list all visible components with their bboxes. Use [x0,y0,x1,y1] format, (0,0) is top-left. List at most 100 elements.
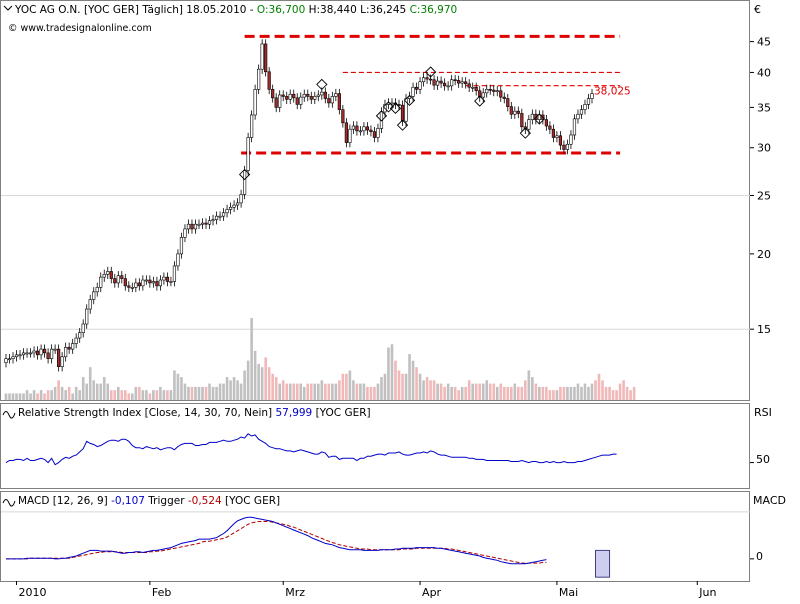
volume-bar [499,383,503,400]
candle-body [316,94,320,97]
candle-body [211,219,215,222]
volume-bar [239,383,243,400]
candle-body [474,86,478,92]
candle-body [218,215,222,218]
volume-bar [292,383,296,400]
pivot-marker [316,78,328,91]
svg-text:MACD [12, 26, 9] -0,107 Trigge: MACD [12, 26, 9] -0,107 Trigger -0,524 [… [18,495,280,507]
candle-body [4,358,8,363]
candle-body [590,93,594,99]
volume-bar [559,386,562,400]
candle-body [348,128,352,143]
volume-bar [562,386,566,400]
volume-bar [618,383,622,400]
volume-bar [485,380,489,400]
volume-bar [29,393,32,400]
volume-bar [218,383,222,400]
candle-body [137,282,141,287]
candle-body [520,113,524,128]
volume-bar [580,386,583,400]
pivot-marker [238,168,251,181]
pivot-marker [403,94,416,107]
candle-body [460,81,464,84]
candle-body [53,348,57,351]
candle-body [267,71,271,90]
volume-bar [380,377,383,400]
volume-bar [281,380,285,400]
candle-body [478,90,482,98]
pivot-marker [375,110,388,122]
volume-bar [355,383,359,400]
price-tick-label: 30 [757,142,771,155]
collapse-icon[interactable] [3,5,13,11]
volume-bar [415,367,418,400]
candle-body [144,279,148,282]
volume-bar [22,393,25,400]
volume-bar [15,393,18,400]
candle-body [95,287,99,293]
volume-bar [548,390,552,400]
candle-body [99,276,103,288]
open-value: O:36,700 [257,4,305,16]
candle-body [228,206,233,210]
candle-body [120,275,124,279]
svg-text:Relative Strength Index [Close: Relative Strength Index [Close, 14, 30, … [18,407,371,419]
candle-body [565,143,570,150]
volume-bar [509,386,513,400]
volume-bar [569,386,573,400]
volume-bar [492,383,496,400]
candle-body [446,85,450,88]
candle-body [32,350,36,354]
candle-body [39,348,43,356]
candle-body [376,128,380,138]
volume-bar [148,393,152,400]
volume-bar [50,390,53,400]
price-tick-label: 45 [757,36,771,49]
candle-body [158,279,162,287]
volume-bar [246,360,250,400]
candle-body [113,278,117,284]
volume-bar [169,390,173,400]
volume-bar [418,373,422,400]
volume-bar [471,383,474,400]
candle-body [183,228,187,238]
volume-bar [211,386,215,400]
candle-body [407,96,412,99]
pivot-marker [382,101,395,113]
candle-body [197,223,201,226]
candle-body [106,271,110,275]
candle-body [428,78,433,81]
volume-bar [180,377,183,400]
volume-bar [64,390,67,400]
volume-bar [622,380,625,400]
volume-bar [18,393,22,400]
macd-title: MACD [12, 26, 9] [18,495,111,507]
volume-bar [597,373,601,400]
candle-body [88,299,92,310]
volume-bar [88,367,92,400]
volume-bar [587,386,590,400]
volume-bar [155,390,159,400]
candle-body [544,119,548,127]
volume-bar [488,383,492,400]
candle-body [369,129,373,132]
volume-bar [373,386,376,400]
volume-bar [295,383,299,400]
volume-bar [222,383,225,400]
grid-lines [1,194,750,513]
candle-body [323,91,327,99]
symbol-title: YOC AG O.N. [YOC GER] Täglich] 18.05.201… [14,4,257,16]
candle-body [151,281,155,284]
volume-bar [183,383,187,400]
candle-body [207,220,212,225]
volume-bar [566,386,569,400]
time-tick-label: Feb [152,586,171,599]
candle-body [165,276,170,282]
volume-bar [166,390,169,400]
volume-bar [32,390,36,400]
candle-body [292,93,296,99]
volume-bar [632,386,636,400]
macd-panel-frame [0,491,750,582]
volume-bar [106,383,110,400]
